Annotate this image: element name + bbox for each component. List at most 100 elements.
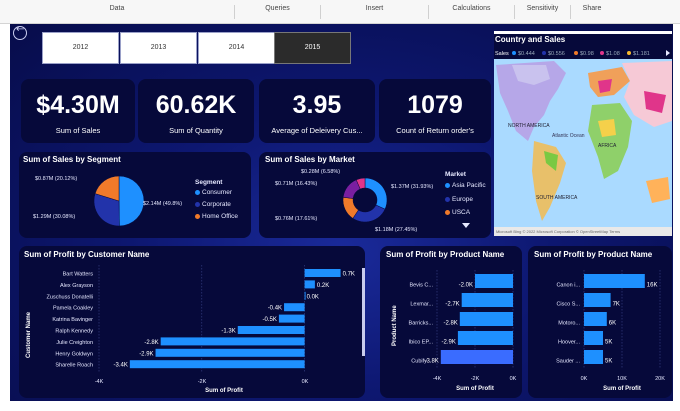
year-slicer-2015[interactable]: 2015	[274, 32, 351, 64]
category-label: Sauder ...	[556, 359, 580, 365]
value-label: -3.4K	[113, 363, 127, 369]
year-slicer-2014[interactable]: 2014	[198, 32, 275, 64]
brazil-shape	[544, 151, 558, 171]
category-label: Motoro...	[558, 321, 580, 327]
map-legend-label: $0.556	[548, 51, 565, 57]
legend-next-icon[interactable]	[666, 50, 670, 56]
scrollbar[interactable]	[362, 268, 365, 356]
value-label: 7K	[613, 302, 620, 308]
south-america-shape	[532, 141, 566, 221]
category-label: Hoover...	[558, 340, 580, 346]
legend-label: Home Office	[202, 213, 239, 220]
legend-item-asia-pacific[interactable]: Asia Pacific	[445, 182, 486, 189]
product-profit-chart-card: Sum of Profit by Product Name Canon i...…	[528, 246, 672, 398]
category-label: Lexmar...	[410, 302, 433, 308]
legend-item-europe[interactable]: Europe	[445, 196, 473, 203]
canada-shape	[512, 65, 550, 85]
legend-dot	[600, 51, 604, 55]
legend-dot	[195, 213, 200, 219]
tab-queries[interactable]: Queries	[235, 5, 321, 19]
segment-chart-card: Sum of Sales by Segment $0.87M (20.12%) …	[19, 152, 251, 238]
world-map[interactable]: Sales $0.444 $0.556 $0.98 $1.08 $1.181	[494, 31, 672, 236]
bar	[304, 269, 341, 277]
category-label: Cisco S...	[556, 302, 580, 308]
legend-label: Asia Pacific	[452, 182, 486, 189]
value-label: -0.4K	[268, 306, 282, 312]
value-label: 0.2K	[317, 283, 329, 289]
bar	[304, 280, 315, 289]
value-label: -2.9K	[139, 351, 153, 357]
category-label: Ralph Kennedy	[55, 329, 93, 335]
x-axis-title: Sum of Profit	[603, 386, 641, 392]
year-slicer-2012[interactable]: 2012	[42, 32, 119, 64]
legend-item-home-office[interactable]: Home Office	[195, 213, 238, 220]
category-label: Julie Creighton	[56, 340, 93, 346]
legend-label: Corporate	[202, 201, 231, 208]
bars: Canon i... 16K Cisco S... 7K Motoro... 6K Hoov…	[556, 274, 657, 365]
data-label: $2.14M (49.8%)	[143, 201, 182, 207]
value-label: -2.9K	[442, 340, 456, 346]
category-label: Henry Goldwyn	[55, 351, 93, 357]
tab-data[interactable]: Data	[0, 5, 235, 19]
bar	[461, 293, 513, 307]
bar	[457, 331, 513, 345]
map-visual[interactable]: Country and Sales Sales $0.444 $0.556 $0…	[494, 31, 672, 236]
x-tick-label: 0K	[302, 379, 309, 385]
kpi-label: Average of Deleivery Cus...	[271, 126, 363, 135]
bar	[278, 314, 305, 323]
tab-insert[interactable]: Insert	[321, 5, 429, 19]
slice-africa	[355, 177, 366, 190]
pie-slices	[93, 175, 145, 227]
bar	[584, 331, 603, 345]
product-loss-chart-card: Sum of Profit by Product Name Product Na…	[380, 246, 522, 398]
legend-item-usca[interactable]: USCA	[445, 209, 470, 216]
data-label: $1.37M (31.93%)	[391, 184, 433, 190]
x-tick-label: -2K	[198, 379, 207, 385]
data-label: $0.76M (17.61%)	[275, 216, 317, 222]
legend-dot	[445, 209, 450, 215]
market-donut-chart: $0.28M (6.58%) $0.71M (16.43%) $1.37M (3…	[275, 169, 433, 233]
bar	[584, 350, 603, 364]
chart-title: Sum of Profit by Product Name	[386, 250, 505, 259]
category-label: Canon i...	[556, 283, 580, 289]
legend-dot	[542, 51, 546, 55]
map-title: Country and Sales	[494, 34, 672, 50]
x-tick-label: 20K	[655, 376, 665, 382]
back-button[interactable]: ←	[13, 24, 27, 40]
australia-shape	[646, 177, 670, 203]
africa-highlight-shape	[598, 119, 616, 137]
back-arrow-icon: ←	[16, 24, 25, 35]
x-tick-label: -4K	[95, 379, 104, 385]
category-label: Zuschuss Donatelli	[47, 294, 93, 300]
chart-title: Sum of Profit by Customer Name	[24, 250, 150, 259]
legend-scroll-down-icon[interactable]	[462, 223, 470, 228]
china-shape	[644, 91, 666, 113]
tab-share[interactable]: Share	[582, 5, 602, 12]
legend-dot	[195, 189, 200, 195]
year-slicer-2013[interactable]: 2013	[120, 32, 197, 64]
kpi-card-returns: 1079 Count of Return order's	[379, 79, 491, 143]
category-label: Bart Watters	[63, 272, 94, 278]
chart-title: Sum of Sales by Segment	[23, 155, 121, 164]
bars: Bevis C... -2.0K Lexmar... -2.7K Barricks...…	[409, 274, 513, 365]
kpi-value: 60.62K	[155, 91, 237, 119]
category-label: Alex Grayson	[60, 283, 93, 289]
value-label: -1.3K	[221, 329, 235, 335]
legend-item-corporate[interactable]: Corporate	[195, 201, 231, 208]
tab-calculations[interactable]: Calculations	[429, 5, 515, 19]
value-label: -2.8K	[144, 340, 158, 346]
x-tick-label: -2K	[471, 376, 480, 382]
product-profit-bar-chart: Canon i... 16K Cisco S... 7K Motoro... 6K Hoov…	[556, 270, 665, 392]
data-label: $0.71M (16.43%)	[275, 181, 317, 187]
dashboard-canvas: ← 2012 2013 2014 2015 $4.30M Sum of Sale…	[10, 24, 673, 401]
y-axis-title: Product Name	[392, 305, 398, 346]
value-label: 5K	[605, 359, 612, 365]
value-label: 0.0K	[307, 294, 319, 300]
segment-pie-chart: $0.87M (20.12%) $2.14M (49.8%) $1.29M (3…	[33, 175, 182, 227]
legend-title: Segment	[195, 179, 223, 186]
donut-slices	[342, 177, 388, 223]
tab-sensitivity[interactable]: Sensitivity	[515, 5, 571, 19]
category-label: Katrina Bavinger	[52, 317, 93, 323]
map-legend-title: Sales	[495, 51, 509, 57]
legend-item-consumer[interactable]: Consumer	[195, 189, 232, 196]
